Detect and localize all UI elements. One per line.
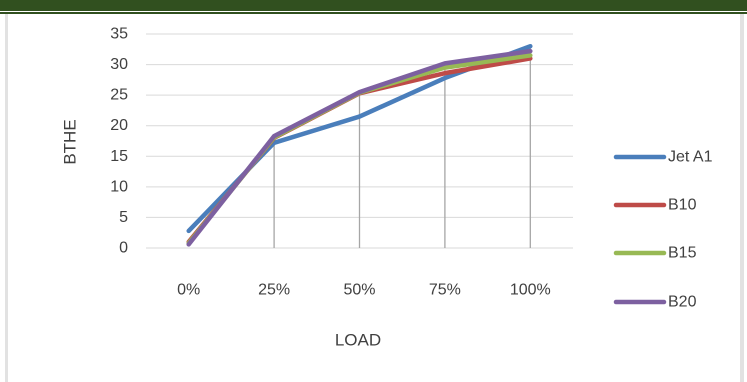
y-tick-label-30: 30 — [110, 56, 128, 73]
y-tick-label-15: 15 — [110, 148, 128, 165]
legend-label-b20: B20 — [668, 294, 697, 311]
x-tick-label-0: 0% — [177, 282, 200, 299]
chart-container: 0 5 10 15 20 25 30 35 0% 25% 50% 75% 100% BTHE LOAD… — [8, 14, 737, 382]
y-tick-label-20: 20 — [110, 117, 128, 134]
x-axis-label: LOAD — [335, 331, 381, 350]
y-axis-label: BTHE — [61, 119, 80, 164]
y-axis-ticks: 0 5 10 15 20 25 30 35 — [110, 26, 128, 257]
legend: Jet A1 B10 B15 B20 — [613, 149, 713, 311]
x-tick-label-1: 25% — [258, 282, 290, 299]
frame-right-border — [740, 14, 744, 382]
drop-lines — [273, 46, 531, 248]
y-tick-label-35: 35 — [110, 26, 128, 43]
legend-label-b15: B15 — [668, 245, 697, 262]
top-border-bar — [0, 0, 747, 14]
y-tick-label-10: 10 — [110, 178, 128, 195]
gridlines — [146, 33, 573, 249]
legend-label-b10: B10 — [668, 197, 697, 214]
y-tick-label-0: 0 — [119, 240, 128, 257]
x-tick-label-2: 50% — [343, 282, 375, 299]
x-tick-label-4: 100% — [510, 282, 551, 299]
series-line-b20 — [186, 48, 533, 247]
line-chart: 0 5 10 15 20 25 30 35 0% 25% 50% 75% 100% BTHE LOAD… — [61, 26, 713, 350]
y-tick-label-5: 5 — [119, 209, 128, 226]
series-lines — [186, 43, 533, 247]
legend-label-jet-a1: Jet A1 — [668, 149, 713, 166]
frame-left-border — [5, 14, 8, 382]
x-axis-ticks: 0% 25% 50% 75% 100% — [177, 282, 551, 299]
x-tick-label-3: 75% — [429, 282, 461, 299]
y-tick-label-25: 25 — [110, 87, 128, 104]
